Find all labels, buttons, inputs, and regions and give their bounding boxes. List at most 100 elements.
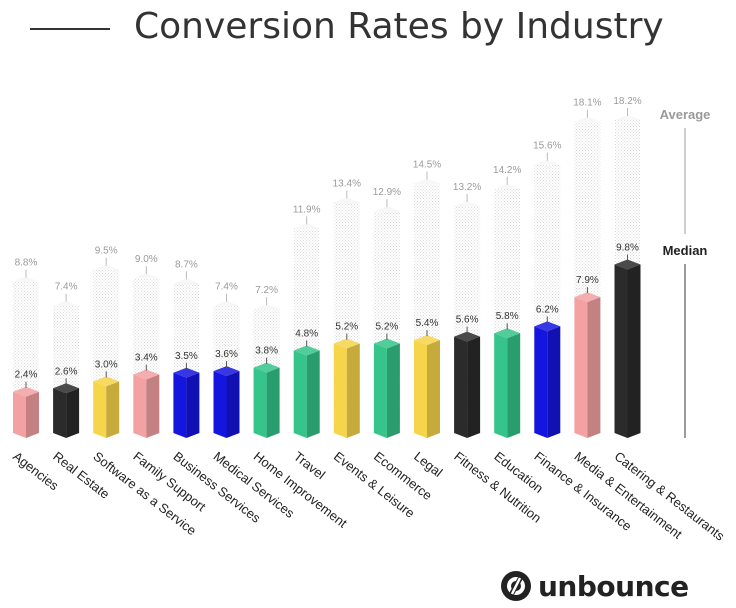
median-bar-right: [306, 350, 320, 438]
average-value-label: 14.2%: [493, 165, 521, 176]
category-label: Legal: [411, 449, 445, 480]
median-bar-top: [534, 321, 561, 332]
median-bar-right: [507, 333, 521, 438]
median-bar-left: [293, 350, 307, 438]
average-value-label: 14.5%: [413, 160, 441, 171]
median-bar-left: [614, 264, 628, 438]
median-bar-right: [186, 372, 200, 438]
median-bar-right: [467, 336, 481, 438]
median-value-label: 5.6%: [456, 315, 479, 326]
median-bar-left: [534, 326, 548, 438]
median-bar-top: [293, 345, 320, 356]
median-bar-top: [614, 259, 641, 270]
median-bar-left: [93, 381, 107, 438]
median-value-label: 4.8%: [295, 328, 318, 339]
average-bar-top: [53, 300, 80, 306]
median-value-label: 3.6%: [215, 349, 238, 360]
average-bar-top: [534, 159, 561, 165]
bar-chart: 8.8% 7.4% 9.5% 9.0% 8.7% 7.4% 7.2% 11.9% 13.4% 12…: [10, 96, 728, 544]
median-bar-right: [587, 297, 601, 438]
median-bar-top: [213, 366, 240, 377]
median-bar-right: [266, 367, 280, 438]
median-value-label: 5.2%: [376, 322, 399, 333]
average-bar-top: [213, 300, 240, 306]
median-value-label: 5.8%: [496, 311, 519, 322]
unbounce-logo-icon: [501, 571, 531, 601]
median-bar-top: [373, 338, 400, 349]
average-value-label: 13.2%: [453, 182, 481, 193]
median-value-label: 7.9%: [576, 275, 599, 286]
median-bar-top: [333, 338, 360, 349]
median-bar-right: [106, 381, 120, 438]
median-bar-right: [386, 343, 400, 438]
legend: Average Median: [660, 107, 711, 438]
average-value-label: 18.2%: [613, 96, 641, 107]
average-bar-top: [93, 264, 120, 270]
average-bar-top: [614, 114, 641, 120]
median-bar-left: [173, 372, 187, 438]
average-value-label: 13.4%: [333, 179, 361, 190]
median-bar-left: [253, 367, 267, 438]
median-bar-right: [66, 388, 80, 438]
median-bar-top: [253, 362, 280, 373]
median-bar-left: [333, 343, 347, 438]
average-value-label: 12.9%: [373, 187, 401, 198]
brand-name: unbounce: [538, 569, 689, 603]
average-bar-top: [414, 178, 440, 184]
average-value-label: 7.2%: [255, 285, 278, 296]
brand-logo: unbounce: [500, 566, 689, 606]
average-value-label: 7.4%: [215, 282, 238, 293]
median-bar-left: [213, 371, 227, 438]
average-value-label: 7.4%: [55, 282, 78, 293]
median-bar-right: [547, 326, 561, 438]
average-bar-top: [574, 116, 601, 122]
median-bar-right: [146, 374, 160, 438]
median-value-label: 2.6%: [55, 366, 78, 377]
median-bar-left: [53, 388, 67, 438]
median-bar-left: [574, 297, 588, 438]
legend-average: Average: [660, 107, 711, 122]
legend-median: Median: [663, 243, 708, 258]
average-bar-top: [253, 304, 280, 310]
median-bar-left: [373, 343, 387, 438]
median-bar-top: [414, 335, 440, 346]
median-bar-top: [574, 292, 601, 303]
median-bar-top: [13, 386, 39, 397]
average-value-label: 11.9%: [293, 204, 321, 215]
average-bar-top: [133, 273, 160, 279]
median-value-label: 5.2%: [335, 322, 358, 333]
median-bar-left: [13, 391, 26, 438]
median-bar-left: [133, 374, 147, 438]
chart-title: Conversion Rates by Industry: [134, 6, 664, 47]
median-value-label: 3.0%: [95, 359, 118, 370]
average-bar-top: [333, 197, 360, 203]
average-bar-top: [494, 183, 521, 189]
median-value-label: 3.5%: [175, 351, 198, 362]
median-value-label: 9.8%: [616, 242, 639, 253]
median-bar-top: [173, 367, 200, 378]
average-value-label: 15.6%: [533, 141, 561, 152]
average-value-label: 9.0%: [135, 254, 158, 265]
average-bar-top: [173, 278, 200, 284]
median-bar-left: [494, 333, 508, 438]
average-bar-top: [373, 206, 400, 212]
median-value-label: 3.8%: [255, 346, 278, 357]
median-bar-top: [93, 376, 120, 387]
title-rule: [30, 28, 110, 30]
median-value-label: 2.4%: [15, 370, 38, 381]
median-bar-top: [133, 369, 160, 380]
median-bar-right: [226, 371, 240, 438]
median-bar-right: [427, 340, 440, 438]
average-bar-top: [293, 223, 320, 229]
average-bar-top: [13, 276, 39, 282]
median-value-label: 5.4%: [416, 318, 439, 329]
median-bar-left: [414, 340, 427, 438]
median-bar-top: [494, 328, 521, 339]
median-value-label: 3.4%: [135, 353, 158, 364]
median-bar-left: [454, 336, 468, 438]
median-bars: 2.4% 2.6% 3.0% 3.4% 3.5% 3.6% 3.8% 4.8% 5.2% 5.2%…: [13, 242, 641, 438]
median-bar-right: [627, 264, 641, 438]
median-bar-top: [53, 383, 80, 394]
average-value-label: 8.8%: [15, 258, 38, 269]
